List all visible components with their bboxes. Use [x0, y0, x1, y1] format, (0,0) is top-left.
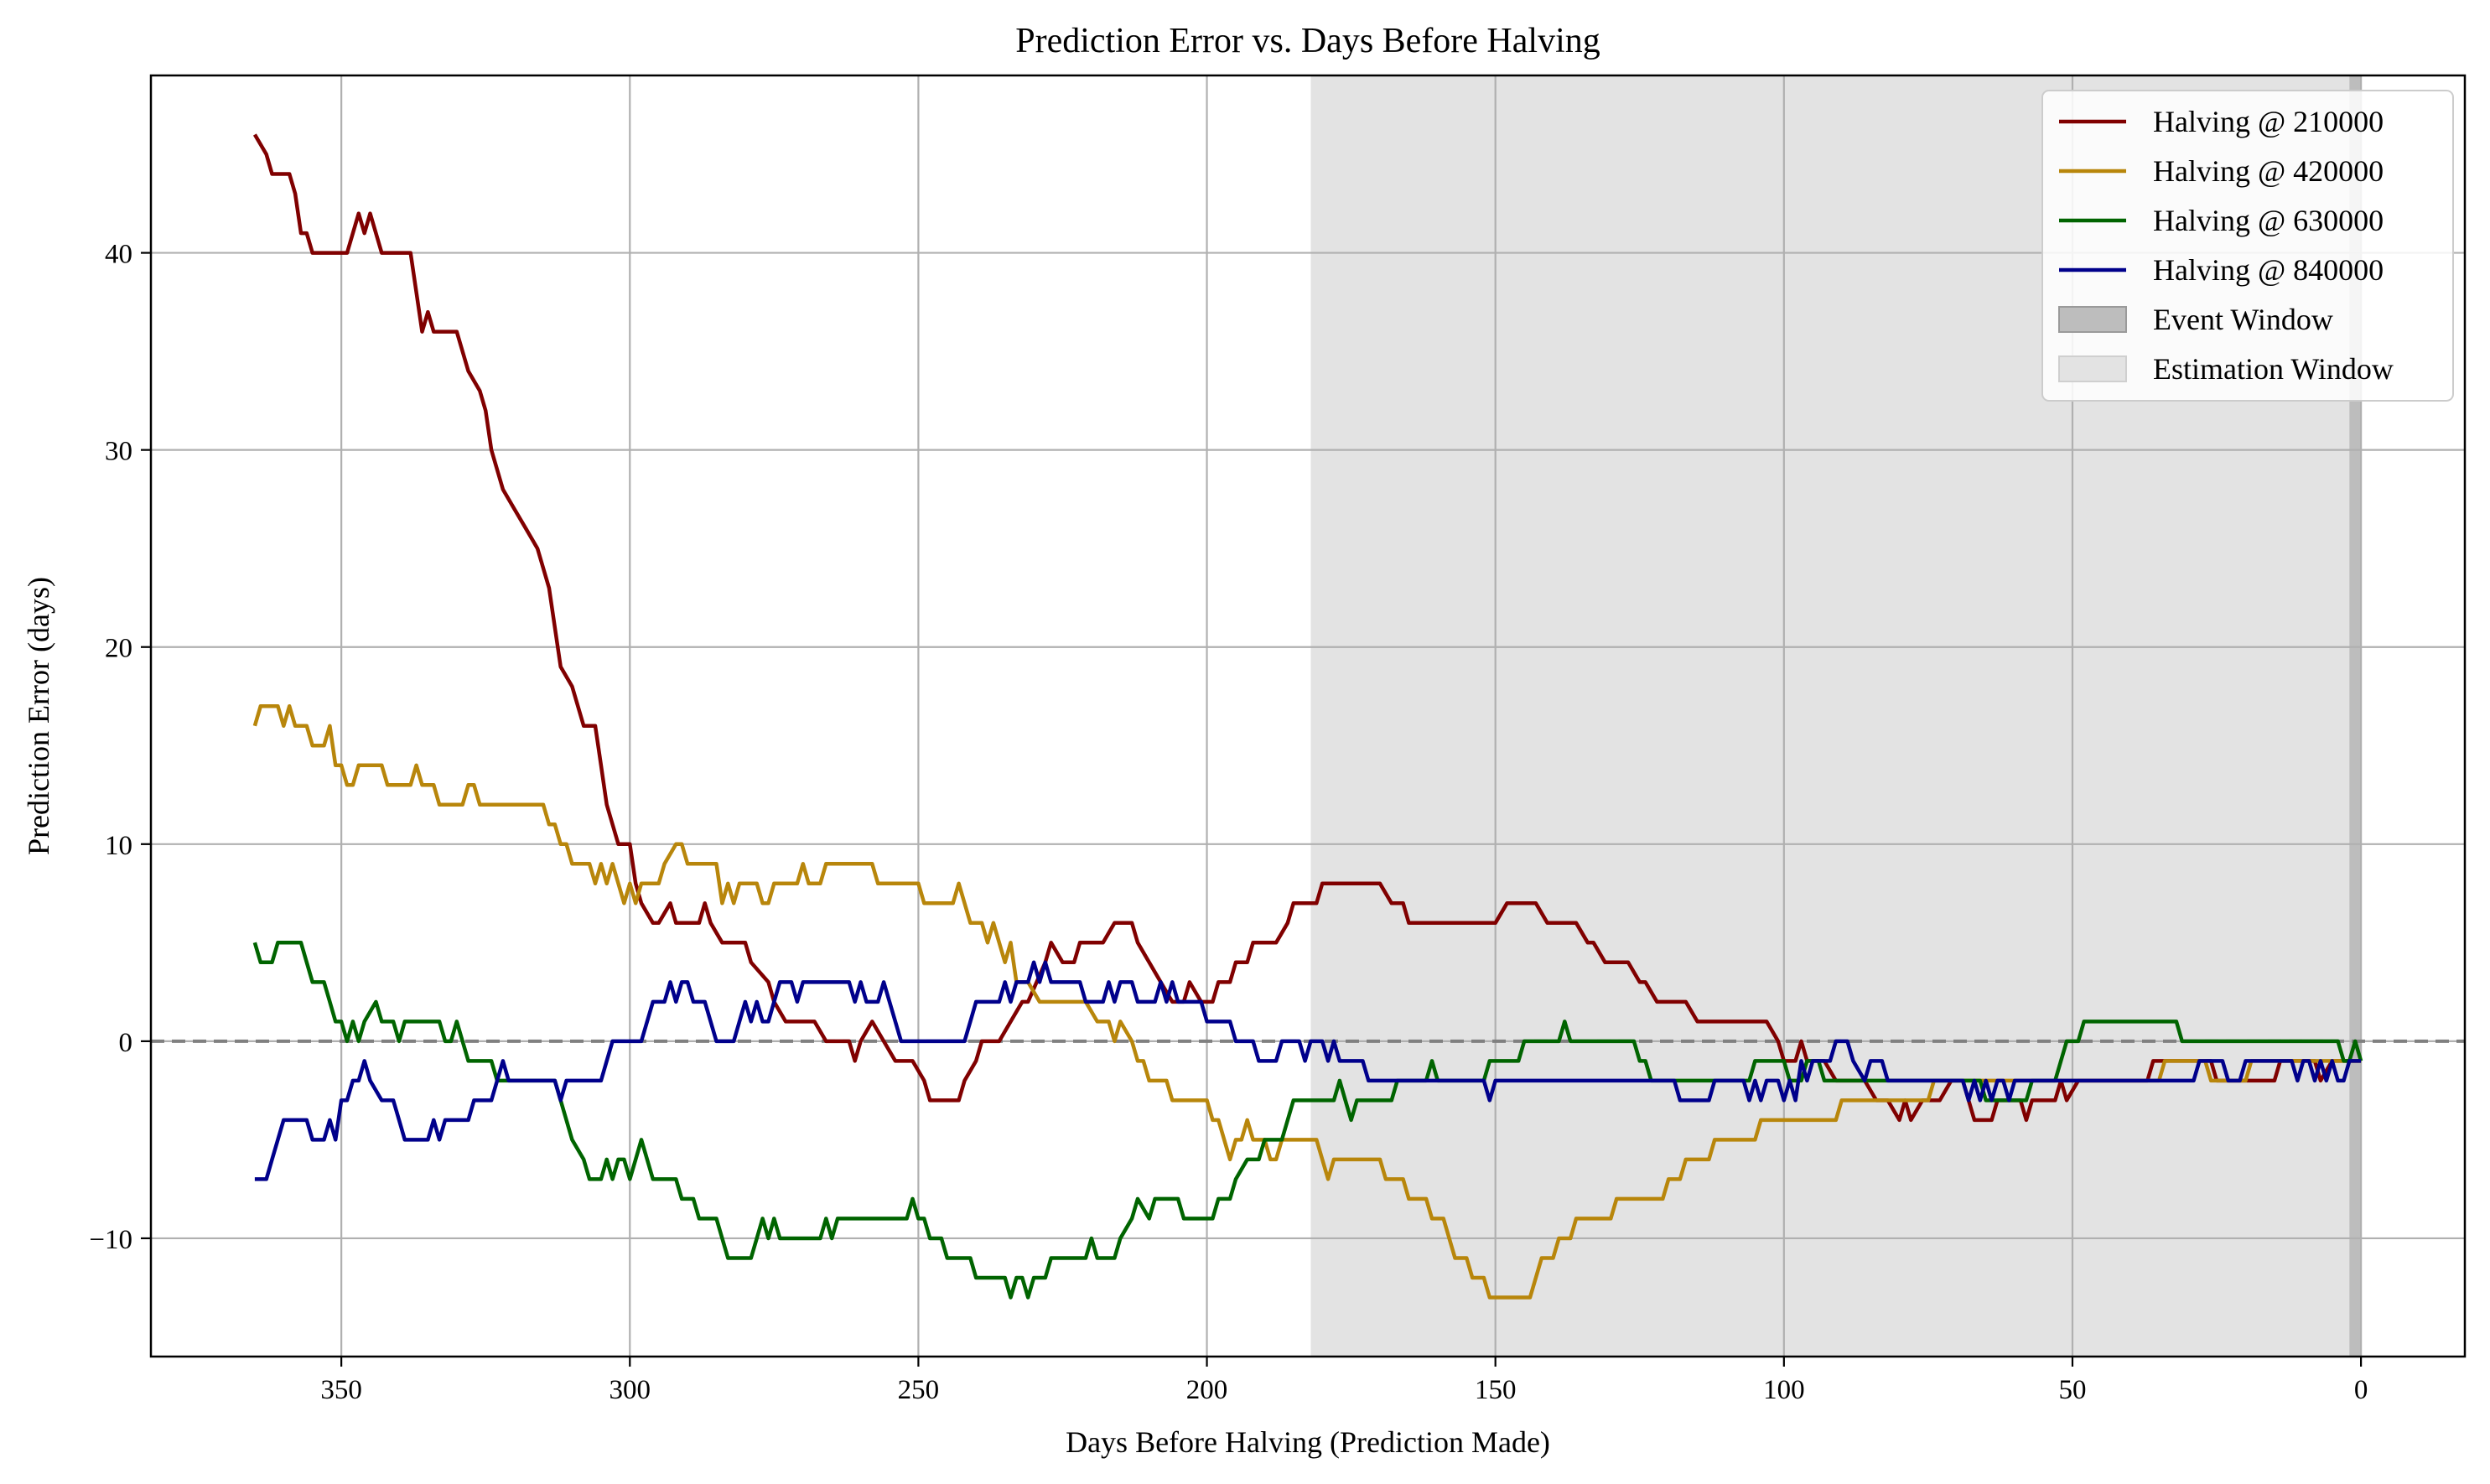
x-axis-label: Days Before Halving (Prediction Made)	[1066, 1425, 1550, 1459]
legend-label: Halving @ 840000	[2153, 253, 2384, 287]
x-tick-label: 200	[1186, 1375, 1228, 1405]
y-tick-label: −10	[89, 1225, 132, 1255]
x-tick-label: 100	[1763, 1375, 1805, 1405]
y-tick-label: 20	[105, 634, 132, 664]
series-line-210000	[252, 133, 2362, 1123]
x-tick-label: 300	[610, 1375, 651, 1405]
legend-label: Halving @ 420000	[2153, 154, 2384, 188]
y-tick-label: 30	[105, 437, 132, 467]
axis-ticks: 350 300 250 200 150 100 50 0 −10 0 10 20 30 40	[89, 240, 2368, 1405]
series-line-840000	[254, 960, 2362, 1181]
legend: Halving @ 210000 Halving @ 420000 Halving …	[2041, 90, 2454, 402]
x-tick-label: 50	[2058, 1375, 2086, 1405]
legend-label: Event Window	[2153, 303, 2333, 336]
legend-swatch	[2058, 306, 2127, 333]
y-axis-label: Prediction Error (days)	[22, 577, 55, 855]
y-tick-label: 10	[105, 831, 132, 861]
series-line-420000	[252, 703, 2362, 1300]
legend-label: Halving @ 210000	[2153, 105, 2384, 138]
x-tick-label: 250	[898, 1375, 940, 1405]
legend-label: Estimation Window	[2153, 352, 2394, 386]
chart-title: Prediction Error vs. Days Before Halving	[1015, 22, 1600, 60]
legend-box	[2041, 90, 2454, 402]
x-tick-label: 350	[320, 1375, 362, 1405]
x-tick-label: 150	[1475, 1375, 1517, 1405]
legend-label: Halving @ 630000	[2153, 204, 2384, 237]
y-tick-label: 40	[105, 240, 132, 270]
y-tick-label: 0	[119, 1028, 133, 1058]
legend-swatch	[2058, 355, 2127, 382]
data-series	[252, 133, 2363, 1300]
plot-frame	[149, 74, 2467, 1358]
x-tick-label: 0	[2354, 1375, 2368, 1405]
